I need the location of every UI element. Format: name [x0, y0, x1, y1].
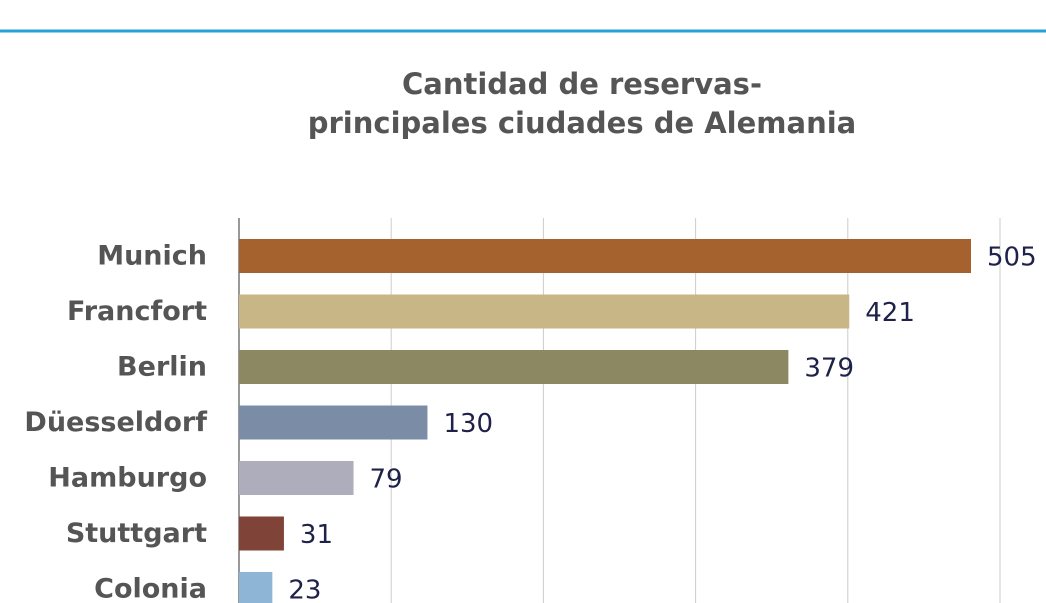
bar	[239, 572, 273, 603]
y-tick-label: Munich	[97, 241, 207, 272]
chart-title: Cantidad de reservas-	[402, 67, 762, 101]
y-tick-label: Colonia	[94, 574, 207, 603]
value-label: 31	[300, 520, 333, 550]
bar	[239, 461, 354, 495]
value-label: 130	[443, 409, 493, 439]
y-tick-label: Francfort	[67, 296, 207, 327]
y-tick-label: Hamburgo	[48, 463, 207, 494]
value-label: 79	[370, 465, 403, 495]
bar	[239, 405, 428, 440]
bar	[239, 239, 972, 273]
bar	[239, 294, 850, 329]
value-label: 421	[865, 298, 915, 328]
y-tick-label: Berlin	[117, 352, 207, 383]
y-tick-label: Stuttgart	[66, 518, 207, 549]
bar	[239, 516, 284, 551]
value-label: 23	[288, 576, 321, 603]
value-label: 505	[987, 243, 1037, 273]
bar	[239, 350, 789, 384]
value-label: 379	[804, 354, 854, 384]
chart-title: principales ciudades de Alemania	[308, 106, 856, 140]
y-tick-label: Düesseldorf	[24, 407, 207, 438]
